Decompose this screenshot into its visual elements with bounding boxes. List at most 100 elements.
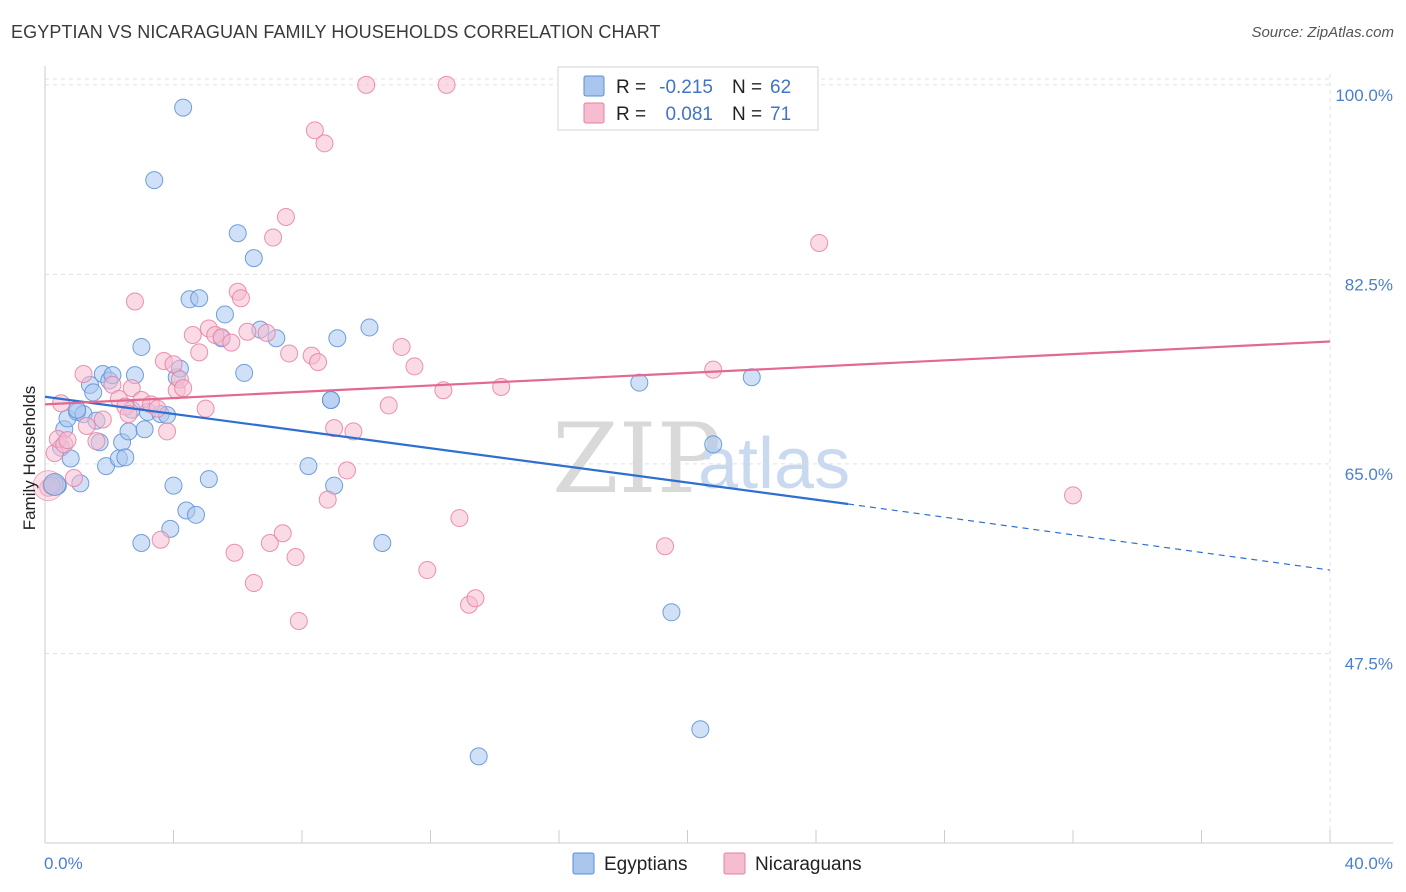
nicaraguan-point-44 — [276, 207, 295, 226]
nicaraguan-point-50 — [309, 353, 328, 372]
nicaraguan-point-57 — [379, 396, 398, 415]
egyptian-point-53 — [132, 533, 151, 552]
egyptian-point-21 — [119, 422, 138, 441]
nicaraguan-point-15 — [119, 405, 138, 424]
nicaraguan-point-63 — [450, 509, 469, 528]
legend-n-label-nicaraguans: N = — [732, 104, 762, 125]
nicaraguan-point-21 — [151, 530, 170, 549]
nicaraguan-point-62 — [437, 75, 456, 94]
legend-n-value-egyptians: 62 — [770, 77, 791, 98]
nicaraguan-point-40 — [257, 323, 276, 342]
y-tick-label-3: 47.5% — [1345, 654, 1393, 673]
egyptian-trend-extension — [848, 503, 1331, 571]
nicaraguan-point-49 — [305, 121, 324, 140]
nicaraguan-point-20 — [148, 399, 167, 418]
series-legend-swatch-nicaraguans — [723, 852, 746, 875]
axis-layer — [44, 66, 1393, 844]
nicaraguan-point-46 — [286, 548, 305, 567]
x-tick-max: 40.0% — [1345, 854, 1393, 873]
nicaraguan-point-51 — [315, 134, 334, 153]
nicaraguan-point-53 — [325, 419, 344, 438]
legend-r-value-egyptians: -0.215 — [659, 77, 713, 98]
egyptian-point-34 — [174, 98, 193, 117]
legend-r-label-nicaraguans: R = — [616, 104, 646, 125]
points-layer — [32, 75, 1082, 766]
y-tick-label-1: 82.5% — [1345, 275, 1393, 294]
egyptian-point-49 — [321, 391, 340, 410]
legend-swatch-nicaraguans — [583, 102, 605, 124]
egyptian-point-25 — [135, 420, 154, 439]
nicaraguan-point-11 — [93, 410, 112, 429]
egyptian-point-11 — [84, 383, 103, 402]
series-legend-swatch-egyptians — [572, 852, 595, 875]
nicaraguan-point-70 — [1064, 486, 1082, 505]
watermark-atlas: atlas — [698, 424, 850, 504]
legend-n-value-nicaraguans: 71 — [770, 104, 791, 125]
egyptian-point-39 — [199, 470, 218, 489]
nicaraguan-point-10 — [87, 432, 106, 451]
nicaraguan-point-29 — [190, 343, 209, 362]
chart-title: EGYPTIAN VS NICARAGUAN FAMILY HOUSEHOLDS… — [11, 22, 661, 42]
egyptian-point-51 — [360, 318, 379, 337]
nicaraguan-point-59 — [405, 357, 424, 376]
egyptian-point-37 — [186, 505, 205, 524]
series-legend-label-egyptians: Egyptians — [604, 854, 687, 875]
nicaraguan-point-24 — [164, 355, 183, 374]
y-tick-label-2: 65.0% — [1345, 465, 1393, 484]
nicaraguan-point-7 — [64, 468, 83, 487]
egyptian-point-42 — [228, 224, 247, 243]
egyptian-point-55 — [662, 603, 681, 622]
egyptian-point-50 — [328, 329, 347, 348]
nicaraguan-point-58 — [392, 337, 411, 356]
egyptian-point-41 — [215, 305, 234, 324]
nicaraguan-point-56 — [357, 75, 376, 94]
nicaraguan-point-45 — [280, 344, 299, 363]
nicaraguan-point-16 — [122, 379, 141, 398]
nicaraguan-point-67 — [656, 537, 675, 556]
nicaraguan-point-39 — [244, 574, 263, 593]
egyptian-point-27 — [145, 171, 164, 190]
egyptian-point-44 — [244, 249, 263, 268]
egyptian-point-43 — [235, 363, 254, 382]
watermark-zip: ZIP — [552, 403, 721, 515]
legend-n-label-egyptians: N = — [732, 77, 762, 98]
nicaraguan-point-28 — [183, 326, 202, 345]
egyptian-point-57 — [704, 435, 723, 454]
nicaraguan-point-38 — [238, 322, 257, 341]
nicaraguan-point-60 — [418, 561, 437, 580]
egyptian-trend-line — [44, 395, 849, 506]
egyptian-point-20 — [116, 448, 135, 467]
nicaraguan-point-17 — [125, 292, 144, 311]
nicaraguan-point-6 — [58, 431, 77, 450]
nicaraguan-point-47 — [289, 611, 308, 630]
egyptian-point-56 — [691, 720, 710, 739]
nicaraguan-point-8 — [74, 365, 93, 384]
nicaraguan-point-27 — [174, 379, 193, 398]
nicaraguan-point-54 — [337, 461, 356, 480]
egyptian-point-47 — [299, 457, 318, 476]
nicaraguan-point-23 — [158, 422, 177, 441]
series-legend: Egyptians Nicaraguans — [572, 852, 862, 875]
y-tick-label-0: 100.0% — [1335, 86, 1393, 105]
egyptian-cluster-point — [43, 472, 67, 496]
source-credit: Source: ZipAtlas.com — [1251, 24, 1394, 41]
egyptian-point-58 — [742, 368, 761, 387]
egyptian-point-38 — [190, 289, 209, 308]
nicaraguan-point-55 — [344, 422, 363, 441]
egyptian-point-54 — [630, 373, 649, 392]
trend-layer — [44, 340, 1331, 571]
legend-r-value-nicaraguans: 0.081 — [665, 104, 713, 125]
legend-swatch-egyptians — [583, 75, 605, 97]
nicaraguan-point-34 — [222, 333, 241, 352]
egyptian-point-59 — [469, 747, 488, 766]
legend-r-label-egyptians: R = — [616, 77, 646, 98]
egyptian-point-24 — [132, 337, 151, 356]
nicaraguan-point-30 — [196, 399, 215, 418]
series-legend-label-nicaraguans: Nicaraguans — [755, 854, 862, 875]
nicaraguan-point-69 — [810, 233, 829, 252]
egyptian-point-31 — [164, 476, 183, 495]
nicaraguan-point-43 — [273, 524, 292, 543]
nicaraguan-point-68 — [704, 360, 723, 379]
nicaraguan-point-52 — [318, 490, 337, 509]
